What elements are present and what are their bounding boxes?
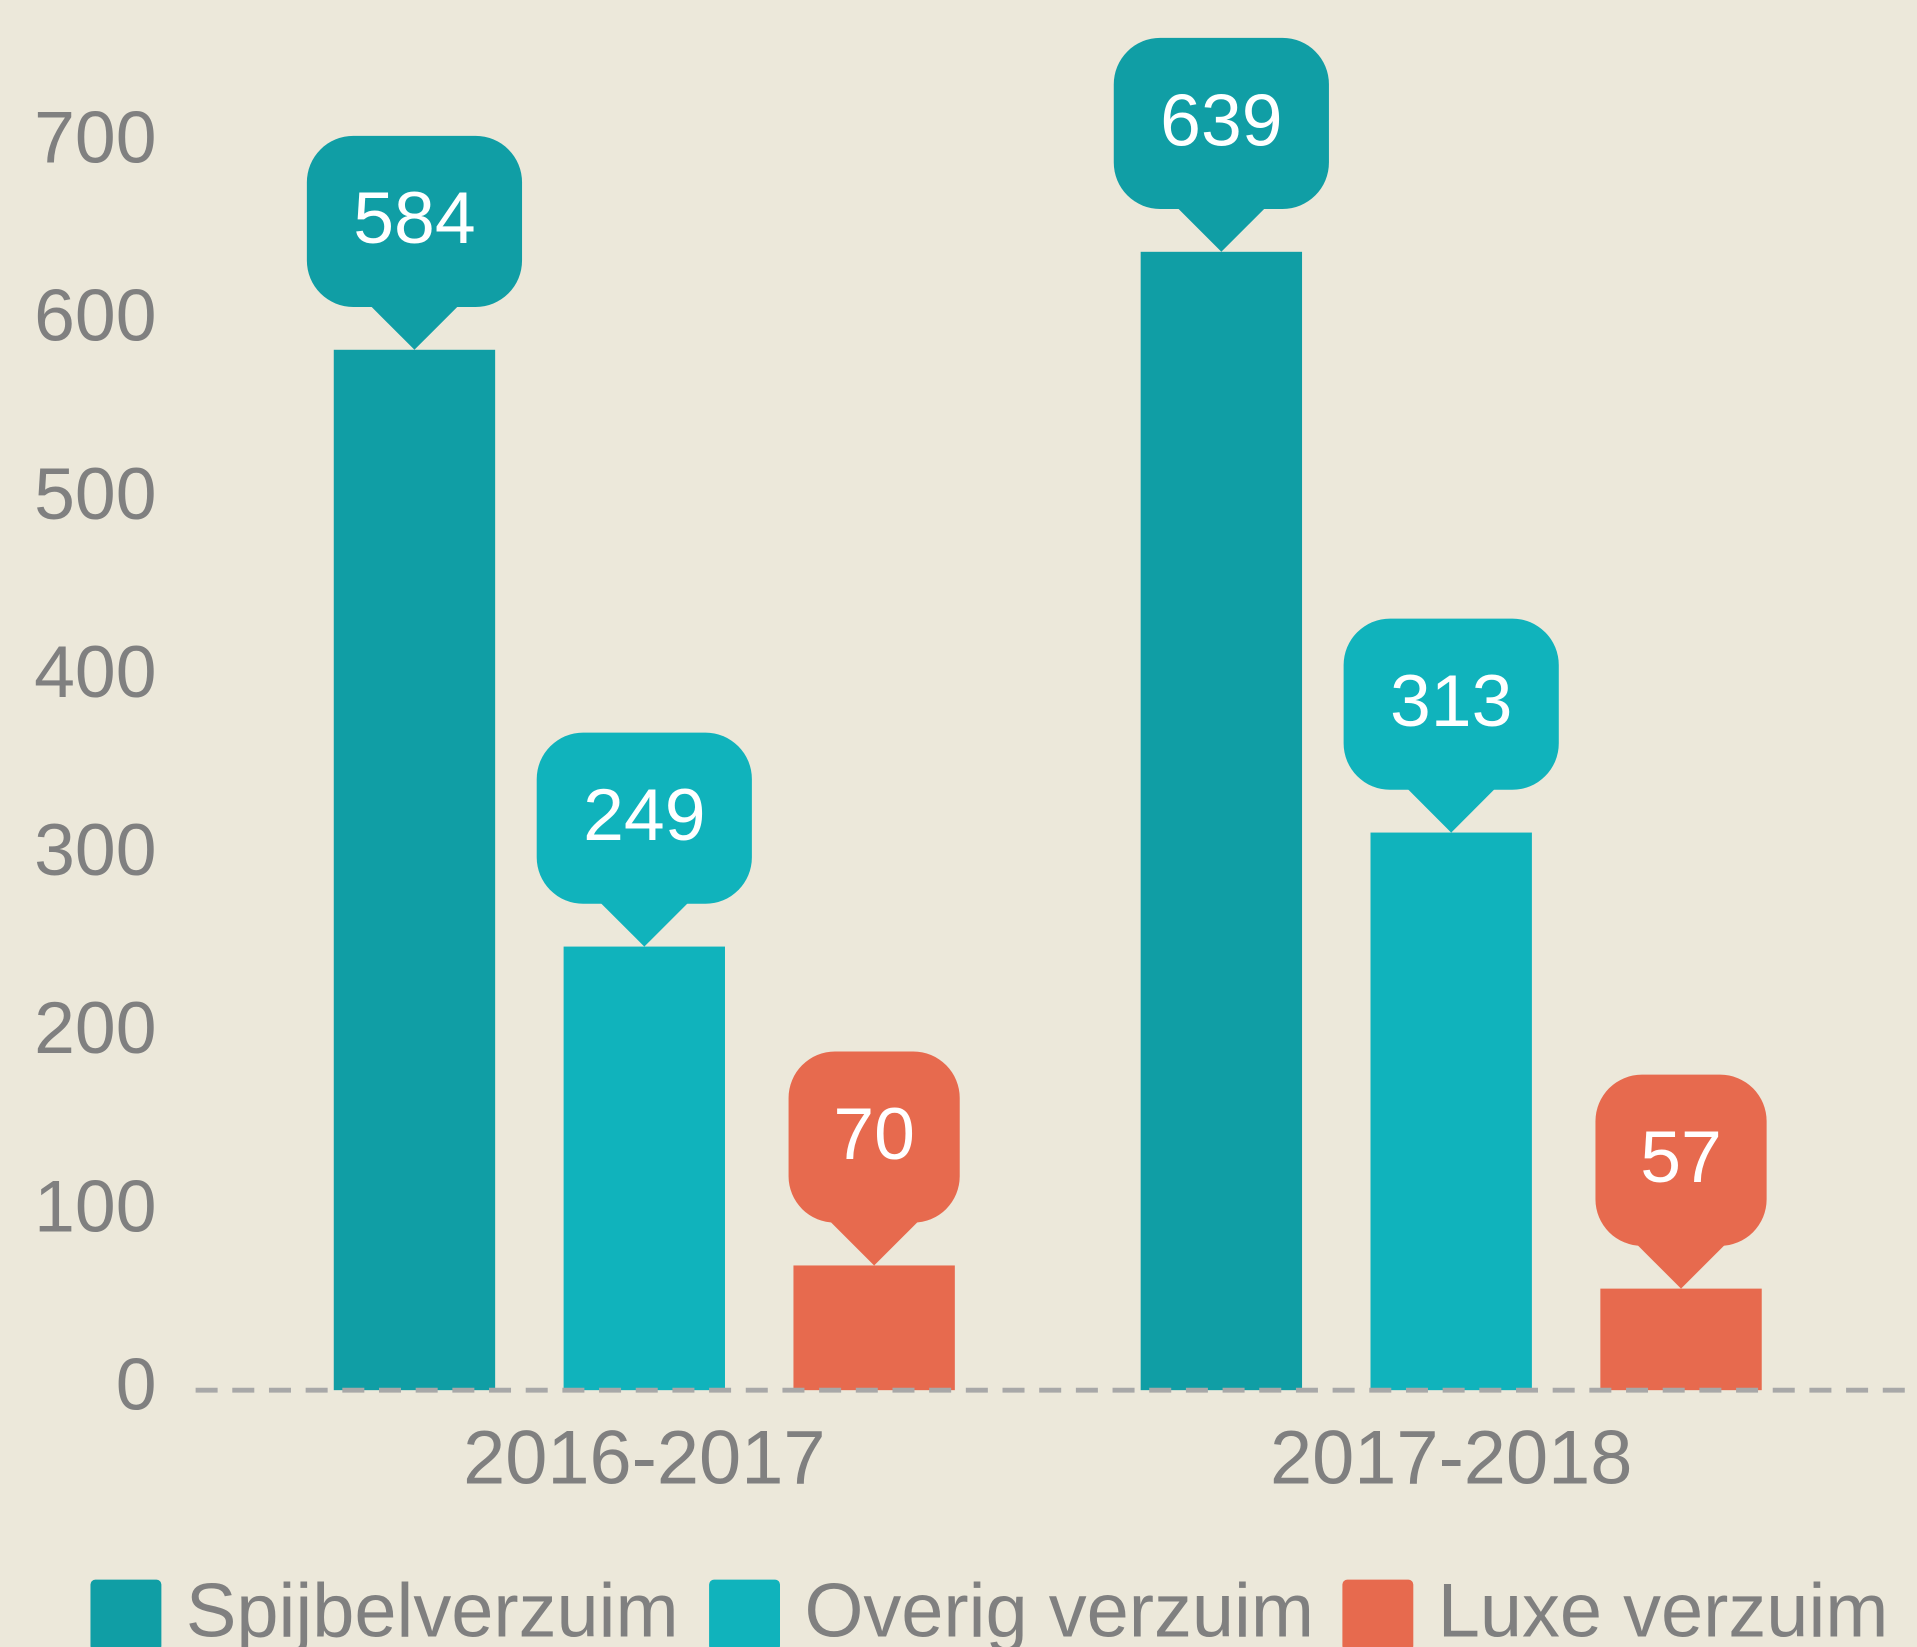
legend-label: Luxe verzuim — [1438, 1568, 1889, 1647]
y-tick-label: 700 — [34, 97, 156, 179]
label-pointer — [370, 305, 459, 350]
value-label: 57 — [1640, 1116, 1722, 1198]
y-tick-label: 100 — [34, 1165, 156, 1247]
label-bubble — [1595, 1074, 1767, 1246]
legend-swatch — [709, 1579, 781, 1647]
label-bubble — [536, 732, 752, 904]
y-tick-label: 0 — [116, 1344, 157, 1426]
bar — [333, 349, 496, 1391]
y-tick-label: 300 — [34, 809, 156, 891]
label-pointer — [830, 1221, 919, 1266]
label-bubble — [1113, 37, 1329, 210]
bar — [1140, 251, 1303, 1391]
bar — [1600, 1288, 1762, 1391]
legend-swatch — [1342, 1579, 1414, 1647]
bar — [1370, 832, 1532, 1391]
value-label: 639 — [1160, 79, 1282, 161]
value-label: 313 — [1390, 660, 1512, 742]
y-tick-label: 200 — [34, 987, 156, 1069]
label-pointer — [1637, 1244, 1726, 1289]
x-tick-label: 2017-2018 — [1270, 1416, 1632, 1501]
value-label: 70 — [833, 1093, 915, 1175]
bar — [563, 946, 725, 1391]
legend-label: Spijbelverzuim — [186, 1568, 679, 1647]
y-tick-label: 500 — [34, 453, 156, 535]
label-pointer — [600, 902, 689, 947]
value-label: 249 — [583, 774, 705, 856]
legend-swatch — [90, 1579, 162, 1647]
label-bubble — [306, 135, 523, 307]
bar — [793, 1265, 955, 1391]
label-pointer — [1177, 207, 1266, 252]
y-tick-label: 400 — [34, 631, 156, 713]
label-bubble — [1343, 618, 1559, 790]
y-tick-label: 600 — [34, 275, 156, 357]
value-label: 584 — [353, 177, 475, 259]
label-pointer — [1407, 788, 1496, 833]
label-bubble — [788, 1051, 960, 1223]
legend-label: Overig verzuim — [804, 1568, 1314, 1647]
x-tick-label: 2016-2017 — [463, 1416, 825, 1501]
